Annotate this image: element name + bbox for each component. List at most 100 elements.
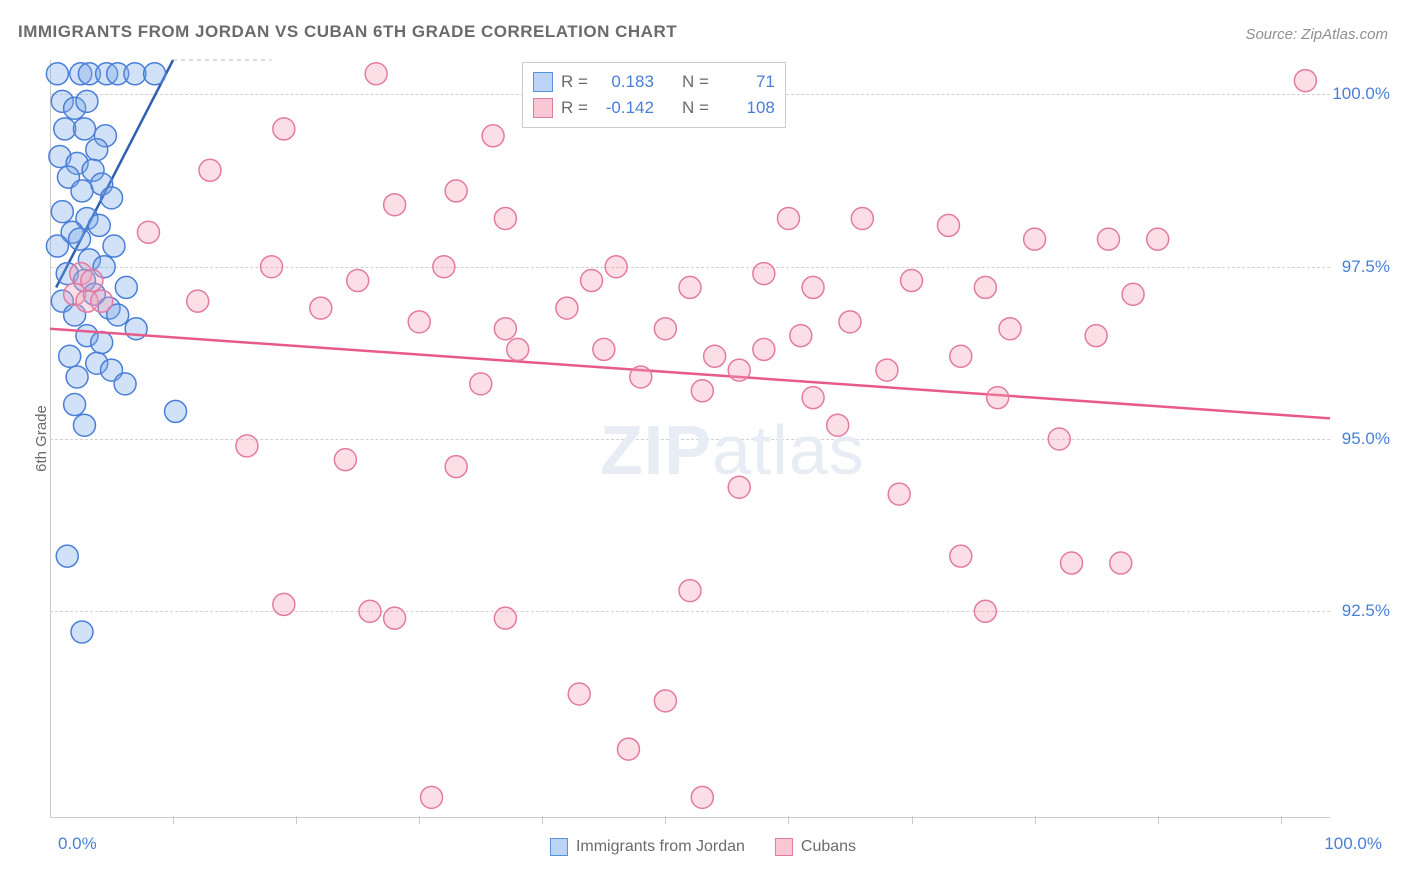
data-point-cubans xyxy=(851,207,873,229)
data-point-cubans xyxy=(482,125,504,147)
data-point-cubans xyxy=(802,387,824,409)
data-point-cubans xyxy=(950,345,972,367)
legend-row-cubans: R = -0.142 N = 108 xyxy=(533,95,775,121)
data-point-cubans xyxy=(704,345,726,367)
data-point-jordan xyxy=(76,90,98,112)
data-point-cubans xyxy=(1024,228,1046,250)
data-point-jordan xyxy=(115,276,137,298)
data-point-jordan xyxy=(73,414,95,436)
data-point-cubans xyxy=(1122,283,1144,305)
r-label: R = xyxy=(561,72,588,92)
data-point-cubans xyxy=(445,456,467,478)
data-point-jordan xyxy=(64,394,86,416)
chart-title: IMMIGRANTS FROM JORDAN VS CUBAN 6TH GRAD… xyxy=(18,22,677,42)
r-label: R = xyxy=(561,98,588,118)
data-point-cubans xyxy=(445,180,467,202)
data-point-cubans xyxy=(999,318,1021,340)
data-point-cubans xyxy=(605,256,627,278)
scatter-plot-svg xyxy=(50,60,1330,818)
legend-item-cubans: Cubans xyxy=(775,838,856,856)
chart-container: IMMIGRANTS FROM JORDAN VS CUBAN 6TH GRAD… xyxy=(0,0,1406,892)
data-point-cubans xyxy=(691,786,713,808)
data-point-cubans xyxy=(1147,228,1169,250)
data-point-jordan xyxy=(46,63,68,85)
data-point-cubans xyxy=(974,276,996,298)
data-point-jordan xyxy=(114,373,136,395)
data-point-cubans xyxy=(384,194,406,216)
source-attribution: Source: ZipAtlas.com xyxy=(1245,26,1388,43)
data-point-cubans xyxy=(494,318,516,340)
data-point-jordan xyxy=(88,214,110,236)
data-point-cubans xyxy=(556,297,578,319)
data-point-cubans xyxy=(408,311,430,333)
data-point-cubans xyxy=(987,387,1009,409)
data-point-cubans xyxy=(347,270,369,292)
data-point-jordan xyxy=(71,621,93,643)
data-point-cubans xyxy=(654,318,676,340)
data-point-cubans xyxy=(679,580,701,602)
data-point-cubans xyxy=(974,600,996,622)
data-point-cubans xyxy=(679,276,701,298)
data-point-jordan xyxy=(165,400,187,422)
data-point-cubans xyxy=(950,545,972,567)
data-point-cubans xyxy=(507,338,529,360)
legend-swatch-cubans xyxy=(533,98,553,118)
data-point-jordan xyxy=(56,545,78,567)
data-point-jordan xyxy=(71,180,93,202)
series-legend: Immigrants from Jordan Cubans xyxy=(550,838,856,856)
data-point-cubans xyxy=(876,359,898,381)
legend-swatch-icon xyxy=(550,838,568,856)
data-point-cubans xyxy=(273,118,295,140)
legend-item-jordan: Immigrants from Jordan xyxy=(550,838,745,856)
data-point-cubans xyxy=(839,311,861,333)
n-value-cubans: 108 xyxy=(717,98,775,118)
data-point-cubans xyxy=(91,290,113,312)
legend-row-jordan: R = 0.183 N = 71 xyxy=(533,69,775,95)
legend-swatch-icon xyxy=(775,838,793,856)
data-point-cubans xyxy=(802,276,824,298)
data-point-jordan xyxy=(86,139,108,161)
data-point-cubans xyxy=(654,690,676,712)
data-point-jordan xyxy=(144,63,166,85)
data-point-cubans xyxy=(365,63,387,85)
data-point-cubans xyxy=(630,366,652,388)
legend-label-jordan: Immigrants from Jordan xyxy=(576,838,745,856)
data-point-cubans xyxy=(187,290,209,312)
data-point-cubans xyxy=(901,270,923,292)
data-point-cubans xyxy=(1061,552,1083,574)
data-point-cubans xyxy=(827,414,849,436)
data-point-cubans xyxy=(1294,70,1316,92)
data-point-cubans xyxy=(581,270,603,292)
data-point-cubans xyxy=(137,221,159,243)
data-point-cubans xyxy=(617,738,639,760)
y-tick-label: 95.0% xyxy=(1342,429,1390,449)
data-point-cubans xyxy=(199,159,221,181)
y-tick-label: 100.0% xyxy=(1332,84,1390,104)
data-point-cubans xyxy=(494,607,516,629)
data-point-cubans xyxy=(273,593,295,615)
data-point-jordan xyxy=(59,345,81,367)
data-point-jordan xyxy=(69,228,91,250)
data-point-cubans xyxy=(494,207,516,229)
data-point-cubans xyxy=(753,263,775,285)
data-point-jordan xyxy=(73,118,95,140)
data-point-jordan xyxy=(46,235,68,257)
data-point-cubans xyxy=(728,476,750,498)
y-tick-label: 97.5% xyxy=(1342,257,1390,277)
data-point-cubans xyxy=(334,449,356,471)
data-point-cubans xyxy=(753,338,775,360)
legend-label-cubans: Cubans xyxy=(801,838,856,856)
data-point-cubans xyxy=(777,207,799,229)
data-point-cubans xyxy=(593,338,615,360)
data-point-cubans xyxy=(937,214,959,236)
x-axis-min-label: 0.0% xyxy=(58,834,97,854)
x-axis-max-label: 100.0% xyxy=(1324,834,1382,854)
data-point-cubans xyxy=(691,380,713,402)
data-point-cubans xyxy=(421,786,443,808)
n-value-jordan: 71 xyxy=(717,72,775,92)
trend-line-cubans xyxy=(50,329,1330,419)
data-point-cubans xyxy=(1085,325,1107,347)
r-value-jordan: 0.183 xyxy=(596,72,654,92)
data-point-jordan xyxy=(124,63,146,85)
data-point-cubans xyxy=(433,256,455,278)
